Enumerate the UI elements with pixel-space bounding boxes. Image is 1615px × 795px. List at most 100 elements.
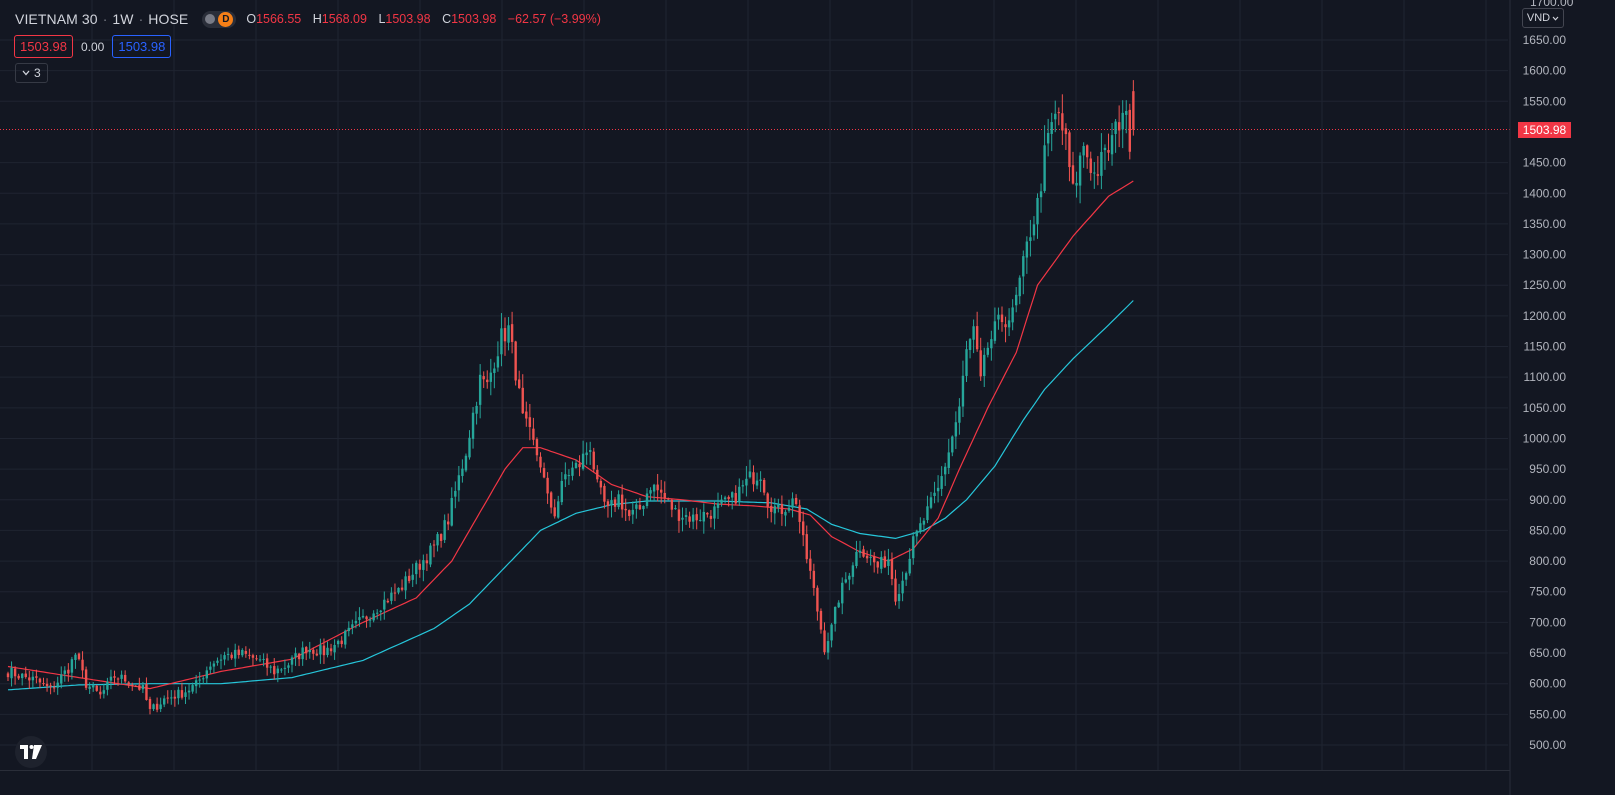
price-tick-label: 1600.00	[1523, 64, 1567, 78]
candle-up	[919, 523, 922, 533]
candle-down	[596, 469, 599, 480]
candle-up	[226, 653, 230, 655]
candle-up	[684, 515, 688, 517]
sell-button[interactable]: 1503.98	[14, 35, 73, 58]
candle-down	[1117, 122, 1121, 131]
candle-up	[1093, 172, 1096, 174]
candle-up	[574, 462, 578, 469]
candle-up	[954, 422, 958, 437]
symbol-name[interactable]: VIETNAM 30	[15, 11, 98, 27]
price-tick-label: 1450.00	[1523, 156, 1567, 170]
candle-down	[592, 451, 595, 470]
open-value: 1566.55	[256, 12, 302, 26]
candle-up	[777, 504, 780, 508]
candle-up	[610, 500, 613, 506]
market-status-badge[interactable]: D	[202, 10, 237, 28]
candle-down	[386, 600, 390, 603]
candle-up	[1011, 307, 1014, 323]
candle-up	[933, 492, 936, 496]
candle-down	[865, 555, 869, 559]
candle-up	[589, 450, 592, 452]
buy-button[interactable]: 1503.98	[112, 35, 172, 58]
candle-down	[766, 493, 769, 507]
candle-up	[1125, 111, 1128, 115]
candle-up	[187, 690, 191, 693]
candle-down	[812, 570, 816, 588]
candle-down	[503, 328, 507, 342]
candle-up	[968, 339, 972, 350]
candle-down	[656, 484, 659, 491]
candle-up	[897, 594, 901, 602]
candle-down	[620, 494, 624, 510]
price-tick-label: 1350.00	[1523, 217, 1567, 231]
candle-up	[922, 520, 926, 525]
legend-header: VIETNAM 30 · 1W · HOSE D O1566.55 H1568.…	[15, 9, 601, 29]
candle-up	[833, 606, 837, 624]
candle-up	[493, 368, 496, 373]
candle-down	[1000, 314, 1004, 323]
tradingview-logo-icon[interactable]	[15, 736, 47, 768]
candle-up	[461, 468, 464, 477]
candle-down	[77, 653, 81, 660]
candle-down	[418, 563, 421, 570]
candle-up	[159, 704, 162, 709]
candle-down	[1061, 113, 1064, 131]
candle-up	[336, 640, 340, 645]
candle-up	[120, 674, 123, 679]
candle-up	[361, 615, 365, 618]
tradingview-logo-mark	[20, 745, 42, 759]
indicators-toggle-button[interactable]: 3	[15, 63, 48, 83]
candle-down	[255, 658, 258, 660]
candle-up	[468, 437, 471, 458]
candle-down	[521, 387, 524, 414]
candle-up	[287, 665, 290, 668]
candle-up	[1114, 121, 1117, 134]
candle-down	[95, 685, 98, 691]
candle-up	[422, 560, 425, 570]
candle-down	[52, 687, 56, 689]
candle-up	[901, 580, 904, 594]
candle-up	[557, 501, 560, 518]
candle-down	[230, 654, 233, 659]
candle-up	[60, 674, 63, 684]
candle-up	[681, 517, 684, 520]
candle-down	[45, 683, 49, 687]
candle-down	[539, 456, 542, 468]
candle-up	[784, 511, 787, 516]
candle-up	[109, 676, 113, 681]
candle-up	[475, 405, 478, 414]
candle-up	[674, 507, 677, 510]
candle-up	[177, 689, 180, 699]
candle-up	[241, 649, 244, 656]
price-tick-label: 1650.00	[1523, 33, 1567, 47]
interval-label[interactable]: 1W	[112, 11, 134, 27]
candle-up	[191, 685, 194, 692]
candle-down	[535, 439, 539, 456]
candle-up	[496, 356, 500, 368]
candle-up	[716, 503, 720, 508]
candle-down	[67, 669, 70, 674]
candle-up	[290, 657, 294, 665]
candle-down	[432, 544, 436, 546]
price-tick-label: 850.00	[1529, 523, 1566, 537]
candle-down	[248, 654, 251, 656]
candle-down	[145, 684, 148, 700]
candle-down	[138, 685, 141, 690]
candle-down	[13, 668, 17, 677]
ma-fast-line	[7, 180, 1134, 690]
candle-up	[741, 485, 745, 487]
open-label: O	[246, 12, 257, 26]
candle-up	[965, 349, 968, 376]
candle-up	[184, 692, 187, 697]
candle-down	[688, 516, 691, 522]
candles	[6, 80, 1135, 715]
candle-down	[638, 504, 642, 510]
currency-selector[interactable]: VND	[1522, 8, 1564, 28]
candle-up	[415, 562, 418, 575]
candle-up	[837, 602, 840, 608]
candle-up	[652, 484, 656, 492]
change-value: −62.57 (−3.99%)	[507, 12, 601, 26]
candle-down	[17, 675, 20, 679]
